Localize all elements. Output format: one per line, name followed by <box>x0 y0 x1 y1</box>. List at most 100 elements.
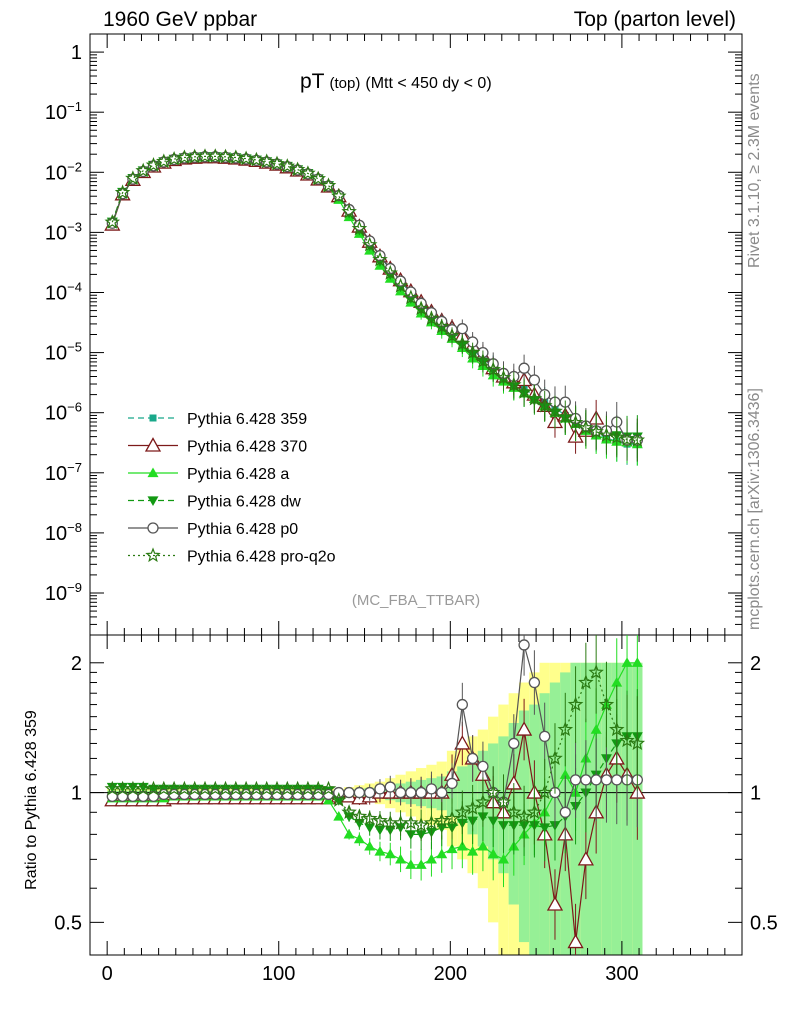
ratio-point <box>598 696 615 712</box>
data-point <box>351 220 368 236</box>
y-tick-label: 1 <box>71 42 82 64</box>
x-tick-label: 0 <box>102 963 113 985</box>
watermark-label: (MC_FBA_TTBAR) <box>352 592 480 609</box>
ratio-point <box>475 794 491 809</box>
ratio-series-pro-q2o <box>104 635 646 848</box>
ratio-point <box>539 730 551 743</box>
data-point <box>598 427 615 442</box>
y-tick-label: 10−2 <box>45 159 82 184</box>
data-point <box>506 376 522 392</box>
ratio-point <box>394 786 407 799</box>
ratio-point <box>436 848 448 859</box>
ratio-point <box>631 657 643 667</box>
ratio-point <box>333 811 345 821</box>
ratio-point <box>415 786 427 799</box>
data-point <box>320 177 337 193</box>
ratio-point <box>466 752 479 765</box>
data-point <box>475 353 491 368</box>
data-point <box>104 214 121 229</box>
ratio-point <box>456 840 468 851</box>
data-point <box>135 162 151 178</box>
ratio-point <box>446 777 458 790</box>
plot-title-cond: (Mtt < 450 dy < 0) <box>365 75 491 92</box>
data-point <box>353 219 366 231</box>
ratio-point <box>331 792 347 807</box>
ratio-point <box>425 783 438 795</box>
ratio-point <box>600 774 613 786</box>
ratio-point <box>343 786 355 799</box>
data-point <box>456 323 468 335</box>
ratio-y-axis-label: Ratio to Pythia 6.428 359 <box>23 710 40 890</box>
ratio-point <box>364 786 376 799</box>
ratio-point <box>515 721 533 736</box>
ratio-point <box>384 848 396 859</box>
data-point <box>258 153 275 169</box>
y-tick-label: 10−6 <box>45 400 82 425</box>
series-line <box>111 156 638 441</box>
ratio-point <box>516 808 532 824</box>
ratio-panel: 0.5 0.5 1 1 2 2 0 100 200 300 Ratio to Pythia 6.42… <box>23 634 778 985</box>
ratio-point <box>444 810 460 826</box>
ratio-point <box>487 848 499 859</box>
ratio-point <box>590 774 602 786</box>
legend-label-a: Pythia 6.428 a <box>187 466 289 483</box>
ratio-point <box>546 896 564 911</box>
legend-label-p0: Pythia 6.428 p0 <box>187 521 298 538</box>
data-point <box>361 236 378 252</box>
data-point <box>106 217 118 229</box>
data-point <box>536 397 553 413</box>
plot-title-sub: (top) <box>330 75 361 92</box>
data-point <box>444 327 460 343</box>
data-point <box>300 165 316 180</box>
data-point <box>629 431 646 447</box>
ratio-point <box>117 782 129 793</box>
ratio-point <box>557 721 574 737</box>
legend-marker-a <box>147 467 159 478</box>
legend-marker-p0 <box>147 522 159 534</box>
ratio-point <box>456 698 468 711</box>
data-point <box>341 203 357 219</box>
data-point <box>495 369 512 385</box>
y-tick-exponent: −2 <box>67 159 82 174</box>
legend-label-pro-q2o: Pythia 6.428 pro-q2o <box>187 549 336 566</box>
ratio-point <box>454 804 471 819</box>
ratio-point <box>477 840 489 851</box>
ratio-point <box>526 804 543 819</box>
ratio-point <box>619 732 635 748</box>
ratio-point <box>384 781 396 793</box>
legend-marker-359 <box>149 414 157 422</box>
main-plot-frame <box>89 33 743 636</box>
y-tick-label: 10−7 <box>45 460 82 485</box>
data-point <box>485 361 501 377</box>
data-point <box>392 277 409 293</box>
ratio-point <box>351 808 368 824</box>
main-panel: 1 10−1 10−2 10−3 10−4 10−5 10−6 10−7 10−8 10−9 pT(… <box>45 33 743 636</box>
ratio-series-line <box>112 735 638 836</box>
ratio-point <box>106 782 118 793</box>
series-line <box>111 155 638 438</box>
ratio-point <box>539 823 551 833</box>
y-tick-exponent: −8 <box>67 520 82 535</box>
ratio-point <box>528 676 541 689</box>
ratio-point <box>495 794 512 809</box>
ratio-point <box>467 845 479 856</box>
data-point <box>372 251 388 267</box>
y-tick-label: 10−4 <box>45 279 82 304</box>
ratio-y-tick-label-right: 1 <box>750 783 761 805</box>
ratio-point <box>508 737 520 750</box>
ratio-point <box>464 800 481 815</box>
ratio-y-tick-label: 0.5 <box>54 912 82 934</box>
y-tick-exponent: −4 <box>67 279 82 294</box>
data-point <box>526 390 543 406</box>
data-point <box>382 264 398 280</box>
ratio-point <box>518 639 530 651</box>
data-point <box>125 170 141 186</box>
y-tick-exponent: −3 <box>67 219 82 234</box>
y-tick-label: 10−5 <box>45 340 82 365</box>
ratio-point <box>536 784 553 800</box>
series-pro-q2o <box>104 148 646 462</box>
ratio-point <box>629 735 646 751</box>
ratio-point <box>405 859 417 869</box>
legend-marker-dw <box>147 496 159 506</box>
